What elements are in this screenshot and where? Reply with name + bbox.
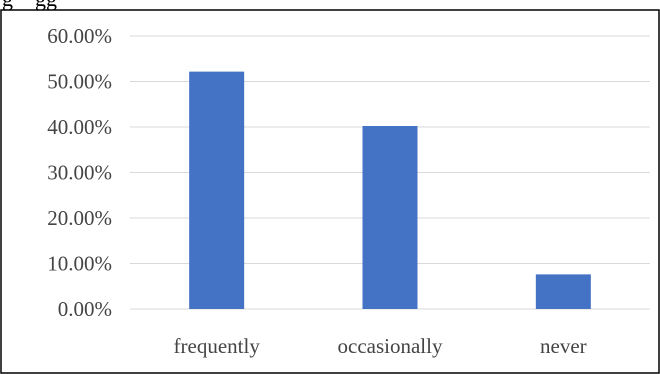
y-tick-label: 40.00% bbox=[47, 115, 112, 139]
x-category-label: frequently bbox=[174, 334, 261, 358]
bar-occasionally bbox=[362, 125, 418, 310]
y-tick-label: 20.00% bbox=[47, 206, 112, 230]
y-tick-label: 60.00% bbox=[47, 24, 112, 48]
y-tick-label: 0.00% bbox=[58, 297, 112, 321]
x-category-label: never bbox=[540, 334, 587, 358]
y-tick-label: 50.00% bbox=[47, 70, 112, 94]
y-tick-label: 30.00% bbox=[47, 161, 112, 185]
y-tick-label: 10.00% bbox=[47, 252, 112, 276]
y-axis-tick-labels: 0.00% 10.00% 20.00% 30.00% 40.00% 50.00% 60.00… bbox=[47, 24, 112, 321]
bar-frequently bbox=[189, 71, 245, 310]
cropped-header-text: g gg bbox=[2, 0, 57, 11]
x-axis-category-labels: frequently occasionally never bbox=[174, 334, 587, 358]
bar-never bbox=[535, 274, 591, 309]
x-category-label: occasionally bbox=[338, 334, 443, 358]
bars bbox=[189, 71, 591, 310]
chart-border bbox=[0, 9, 660, 374]
